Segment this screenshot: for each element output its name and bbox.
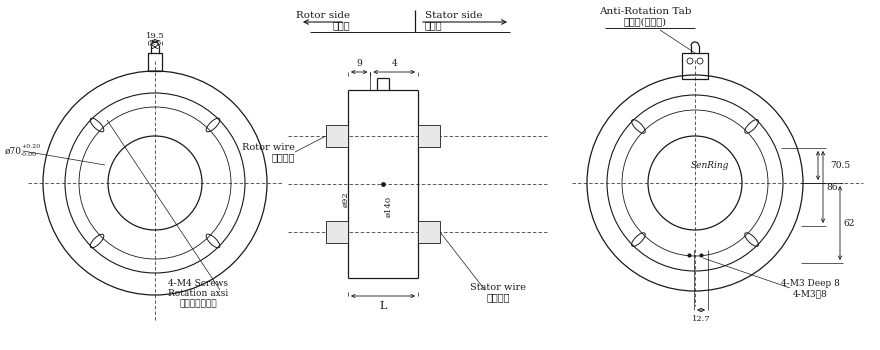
Text: ø92: ø92 <box>341 191 349 207</box>
Text: 4-M4 Screws: 4-M4 Screws <box>168 280 228 288</box>
Text: 止转片(可调节): 止转片(可调节) <box>624 18 666 27</box>
Text: 转子边: 转子边 <box>333 21 350 30</box>
Bar <box>418 221 440 243</box>
Text: 4-M3 Deep 8: 4-M3 Deep 8 <box>781 280 840 288</box>
Text: Rotor wire: Rotor wire <box>242 144 295 153</box>
Text: 4-M3深8: 4-M3深8 <box>793 289 827 299</box>
Text: Stator side: Stator side <box>425 12 482 21</box>
Text: 转子螺钉固定孔: 转子螺钉固定孔 <box>180 300 216 308</box>
Text: 62: 62 <box>843 218 854 228</box>
Bar <box>326 125 348 147</box>
Text: Rotation axsi: Rotation axsi <box>168 289 228 299</box>
Text: Rotor side: Rotor side <box>296 12 350 21</box>
Text: 9.5: 9.5 <box>149 39 162 47</box>
Text: ø70: ø70 <box>5 147 22 155</box>
Text: 19.5: 19.5 <box>145 32 165 40</box>
Bar <box>418 125 440 147</box>
Text: 70.5: 70.5 <box>830 161 850 169</box>
Text: 86: 86 <box>826 182 838 191</box>
Text: 转子出线: 转子出线 <box>272 154 295 162</box>
Text: 4: 4 <box>392 58 397 68</box>
Text: 9: 9 <box>356 58 362 68</box>
Bar <box>682 53 708 79</box>
Text: 12.7: 12.7 <box>692 315 710 323</box>
Text: L: L <box>379 301 386 311</box>
Text: SenRing: SenRing <box>691 161 730 169</box>
Text: +0.20: +0.20 <box>21 145 40 149</box>
Bar <box>148 53 162 71</box>
Text: Stator wire: Stator wire <box>470 284 526 293</box>
Text: 定子出线: 定子出线 <box>487 294 510 302</box>
Bar <box>326 221 348 243</box>
Text: 定子边: 定子边 <box>425 21 443 30</box>
Text: Anti-Rotation Tab: Anti-Rotation Tab <box>598 7 692 16</box>
Text: ø140: ø140 <box>384 195 392 217</box>
Text: -0.00: -0.00 <box>21 153 37 158</box>
